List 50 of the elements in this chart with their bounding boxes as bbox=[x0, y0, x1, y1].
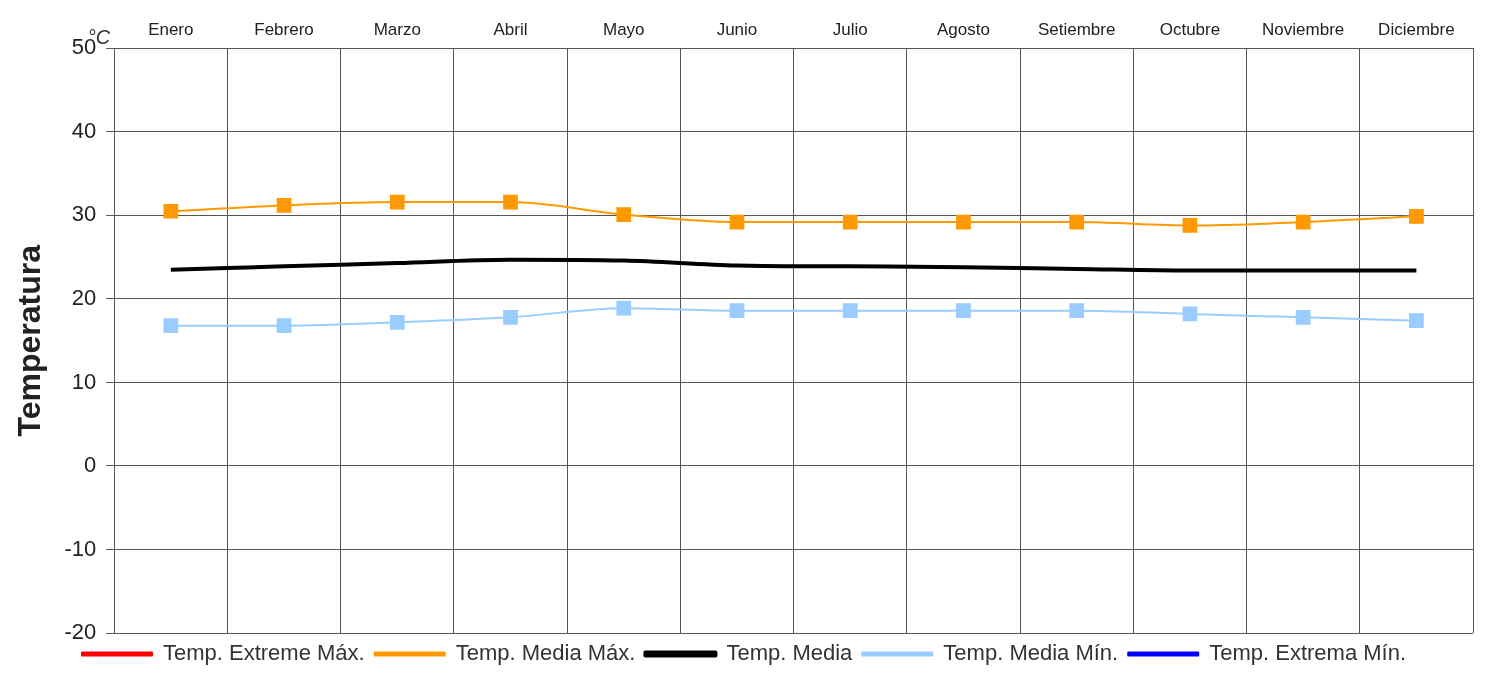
point bbox=[503, 309, 518, 325]
point bbox=[1295, 214, 1311, 230]
legend-label: Temp. Extreme Máx. bbox=[162, 640, 365, 666]
x-tick-label: Abril bbox=[493, 19, 528, 39]
y-tick-label: 40 bbox=[71, 117, 97, 143]
line-series bbox=[168, 257, 1419, 273]
x-tick-label: Octubre bbox=[1159, 19, 1221, 39]
point bbox=[389, 314, 405, 330]
legend-label: Temp. Media Máx. bbox=[455, 640, 636, 666]
y-tick-label: -20 bbox=[64, 619, 97, 645]
point bbox=[729, 303, 745, 318]
y-tick-label: 20 bbox=[71, 285, 97, 311]
x-tick-label: Julio bbox=[832, 19, 868, 39]
x-tick-label: Diciembre bbox=[1378, 19, 1455, 39]
point bbox=[503, 194, 518, 210]
legend-label: Temp. Media bbox=[726, 640, 854, 666]
y-axis-title: Temperatura bbox=[11, 244, 48, 437]
point bbox=[389, 194, 405, 210]
y-tick-label: 10 bbox=[71, 368, 97, 394]
x-tick-label: Junio bbox=[716, 19, 758, 39]
point bbox=[163, 203, 179, 219]
x-tick-label: Marzo bbox=[373, 19, 421, 39]
point bbox=[1182, 306, 1198, 322]
point bbox=[616, 207, 632, 222]
point bbox=[276, 318, 292, 334]
point bbox=[842, 303, 858, 318]
point bbox=[163, 318, 179, 334]
x-tick-label: Noviembre bbox=[1262, 19, 1345, 39]
point bbox=[1409, 313, 1424, 329]
legend-label: Temp. Extrema Mín. bbox=[1209, 640, 1407, 666]
point bbox=[276, 198, 292, 213]
x-tick-label: Mayo bbox=[602, 19, 645, 39]
x-tick-label: Agosto bbox=[936, 19, 990, 39]
legend-label: Temp. Media Mín. bbox=[943, 640, 1119, 666]
point bbox=[1295, 309, 1311, 325]
point bbox=[956, 303, 971, 318]
point bbox=[1069, 303, 1085, 318]
point bbox=[842, 214, 858, 230]
point bbox=[1069, 214, 1085, 230]
x-tick-label: Enero bbox=[148, 19, 194, 39]
y-tick-label: 30 bbox=[71, 201, 97, 227]
x-tick-label: Setiembre bbox=[1037, 19, 1116, 39]
point bbox=[1182, 218, 1198, 233]
y-tick-label: -10 bbox=[64, 535, 97, 561]
y-tick-label: 0 bbox=[83, 452, 97, 478]
point bbox=[1409, 208, 1424, 224]
x-tick-label: Febrero bbox=[254, 19, 314, 39]
point bbox=[956, 214, 971, 230]
point bbox=[616, 300, 632, 316]
point bbox=[729, 214, 745, 230]
